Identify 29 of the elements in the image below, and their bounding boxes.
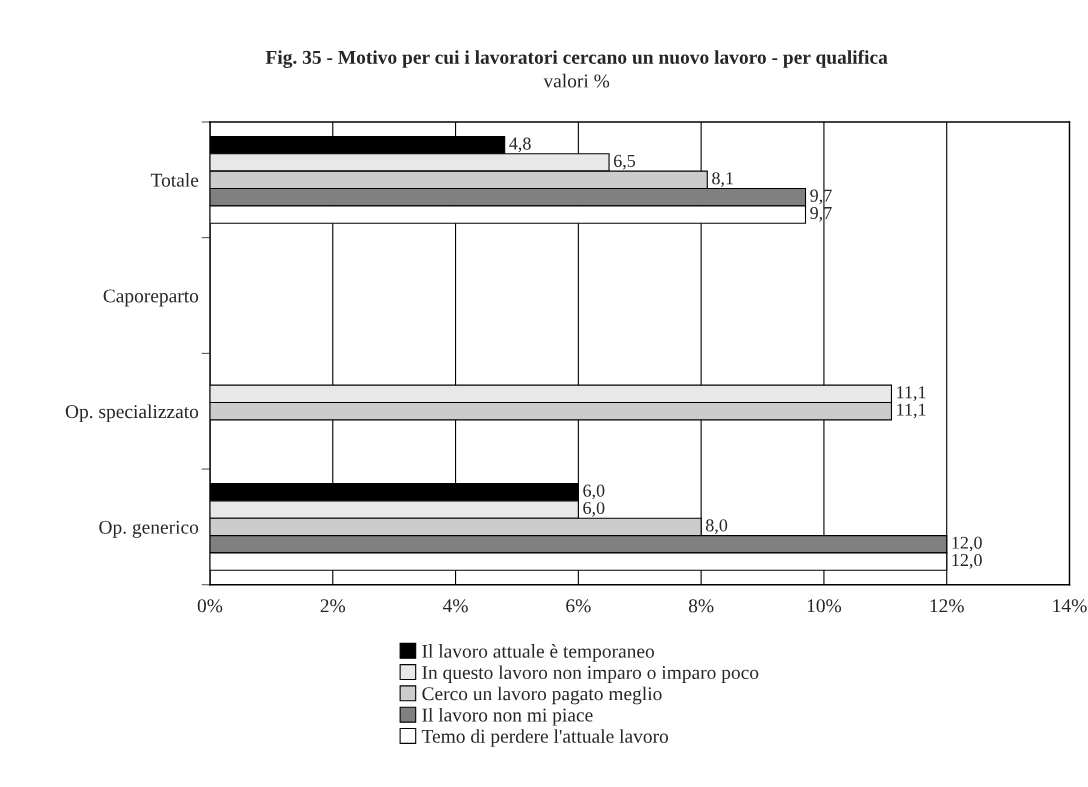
data-label: 8,0 bbox=[705, 519, 728, 535]
data-label: 6,0 bbox=[583, 484, 605, 500]
legend-label: Cerco un lavoro pagato meglio bbox=[422, 686, 662, 705]
x-tick-label: 6% bbox=[566, 599, 591, 613]
data-label: 4,8 bbox=[509, 137, 531, 153]
data-label: 6,0 bbox=[583, 501, 605, 517]
x-tick-label: 2% bbox=[320, 599, 346, 613]
y-tick-label: Caporeparto bbox=[103, 289, 199, 307]
legend-label: Il lavoro attuale è temporaneo bbox=[422, 644, 655, 662]
data-label: 12,0 bbox=[952, 536, 982, 552]
legend-label: Temo di perdere l'attuale lavoro bbox=[421, 729, 669, 747]
y-tick-label: Totale bbox=[150, 173, 199, 187]
x-tick-label: 8% bbox=[688, 599, 714, 613]
legend-label: In questo lavoro non imparo o imparo poco bbox=[422, 665, 759, 684]
data-label: 8,1 bbox=[712, 172, 733, 187]
y-tick-label: Op. generico bbox=[99, 520, 199, 538]
chart-title: Fig. 35 - Motivo per cui i lavoratori cercano un nuovo lavoro - per qualifica bbox=[265, 50, 888, 69]
y-tick-label: Op. specializzato bbox=[65, 404, 199, 423]
data-label: 11,1 bbox=[897, 386, 926, 401]
x-tick-label: 0% bbox=[197, 599, 223, 613]
data-label: 6,5 bbox=[613, 154, 636, 170]
x-tick-label: 14% bbox=[1053, 599, 1087, 613]
legend-label: Il lavoro non mi piace bbox=[422, 707, 593, 726]
x-tick-label: 12% bbox=[930, 599, 964, 613]
data-label: 11,1 bbox=[897, 403, 926, 419]
x-tick-label: 10% bbox=[807, 599, 842, 613]
data-label: 12,0 bbox=[952, 553, 982, 569]
x-tick-label: 4% bbox=[442, 599, 468, 613]
chart-subtitle: valori % bbox=[543, 73, 610, 88]
